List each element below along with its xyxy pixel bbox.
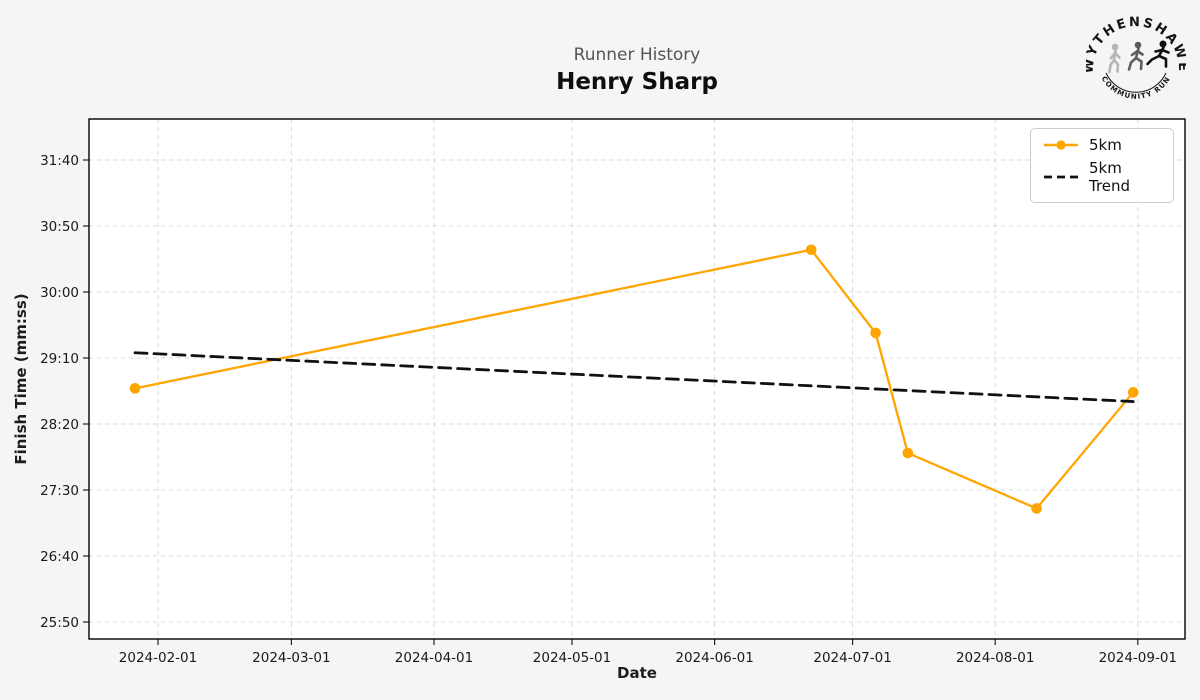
- y-tick-label: 27:30: [40, 483, 79, 499]
- y-axis-label: Finish Time (mm:ss): [12, 293, 30, 465]
- logo-arc-text-bottom: COMMUNITY RUN: [1100, 75, 1173, 101]
- x-tick-label: 2024-02-01: [119, 650, 197, 666]
- data-point-marker: [902, 447, 914, 459]
- chart-title: Henry Sharp: [556, 69, 718, 95]
- y-tick-label: 29:10: [40, 351, 79, 367]
- data-point-marker: [805, 244, 817, 256]
- data-point-marker: [1127, 387, 1139, 398]
- x-tick-label: 2024-08-01: [956, 650, 1034, 666]
- wythenshawe-community-run-logo: WYTHENSHAWE COMMUNITY RUN: [1086, 15, 1186, 101]
- data-point-marker: [129, 383, 141, 394]
- y-tick-label: 25:50: [40, 615, 79, 631]
- x-tick-label: 2024-04-01: [395, 650, 473, 666]
- legend-item-5km-trend: 5km Trend: [1042, 159, 1162, 195]
- legend-label-5km-trend: 5km Trend: [1089, 159, 1131, 195]
- x-tick-label: 2024-07-01: [813, 650, 891, 666]
- series-line-5km: [133, 248, 1135, 510]
- plot-border: [88, 118, 1186, 640]
- legend: 5km 5km Trend: [1030, 128, 1174, 203]
- chart-suptitle: Runner History: [573, 45, 701, 65]
- y-tick-label: 31:40: [40, 153, 79, 169]
- runner-silhouette-dark-icon: [1146, 40, 1170, 68]
- y-tick-label: 28:20: [40, 417, 79, 433]
- y-tick-label: 30:50: [40, 219, 79, 235]
- x-tick-label: 2024-03-01: [252, 650, 330, 666]
- plot-background: [89, 119, 1185, 639]
- data-point-marker: [1031, 503, 1042, 514]
- x-tick-label: 2024-09-01: [1099, 650, 1177, 666]
- y-tick-label: 26:40: [40, 549, 79, 565]
- series-line-5km-trend: [133, 351, 1135, 403]
- legend-item-5km: 5km: [1042, 136, 1162, 154]
- y-tick-label: 30:00: [40, 285, 79, 301]
- data-point-marker: [870, 327, 881, 339]
- logo-divider-arc: [1105, 72, 1167, 93]
- runner-silhouette-medium-icon: [1127, 41, 1144, 71]
- logo-bottom-text: COMMUNITY RUN: [1100, 75, 1171, 101]
- legend-swatch-trend-icon: [1044, 175, 1078, 179]
- x-tick-label: 2024-05-01: [533, 650, 611, 666]
- runner-silhouette-light-icon: [1108, 43, 1121, 74]
- legend-label-5km: 5km: [1089, 136, 1122, 154]
- x-tick-label: 2024-06-01: [675, 650, 753, 666]
- x-axis-label: Date: [617, 664, 657, 682]
- legend-swatch-5km-icon: [1044, 140, 1078, 150]
